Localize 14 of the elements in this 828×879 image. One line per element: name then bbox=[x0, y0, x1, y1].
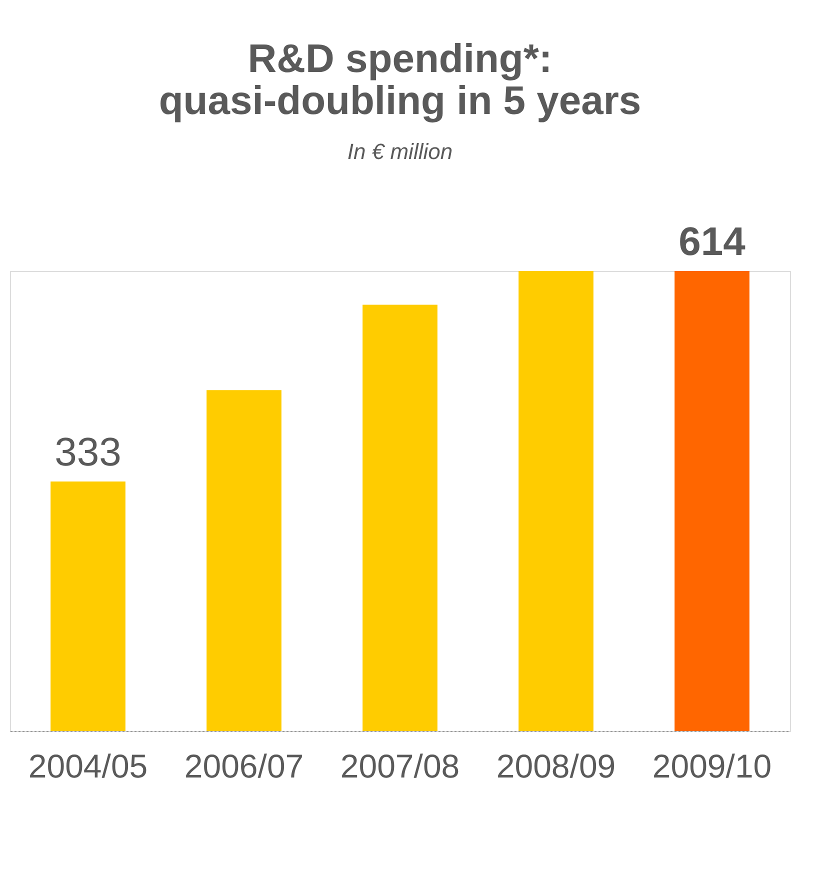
x-tick-label: 2006/07 bbox=[184, 748, 304, 784]
x-tick-label: 2007/08 bbox=[340, 748, 460, 784]
bar bbox=[362, 304, 438, 731]
x-tick-label: 2004/05 bbox=[28, 748, 148, 784]
x-tick-label: 2008/09 bbox=[496, 748, 616, 784]
bar bbox=[674, 271, 750, 731]
data-label: 614 bbox=[678, 220, 746, 264]
data-label: 333 bbox=[54, 430, 122, 475]
chart-subtitle: In € million bbox=[347, 139, 453, 164]
x-tick-label: 2009/10 bbox=[652, 748, 772, 784]
bar bbox=[206, 390, 282, 731]
bar bbox=[50, 482, 126, 731]
chart-title: R&D spending*: quasi-doubling in 5 years bbox=[158, 37, 642, 123]
bar bbox=[518, 271, 594, 731]
